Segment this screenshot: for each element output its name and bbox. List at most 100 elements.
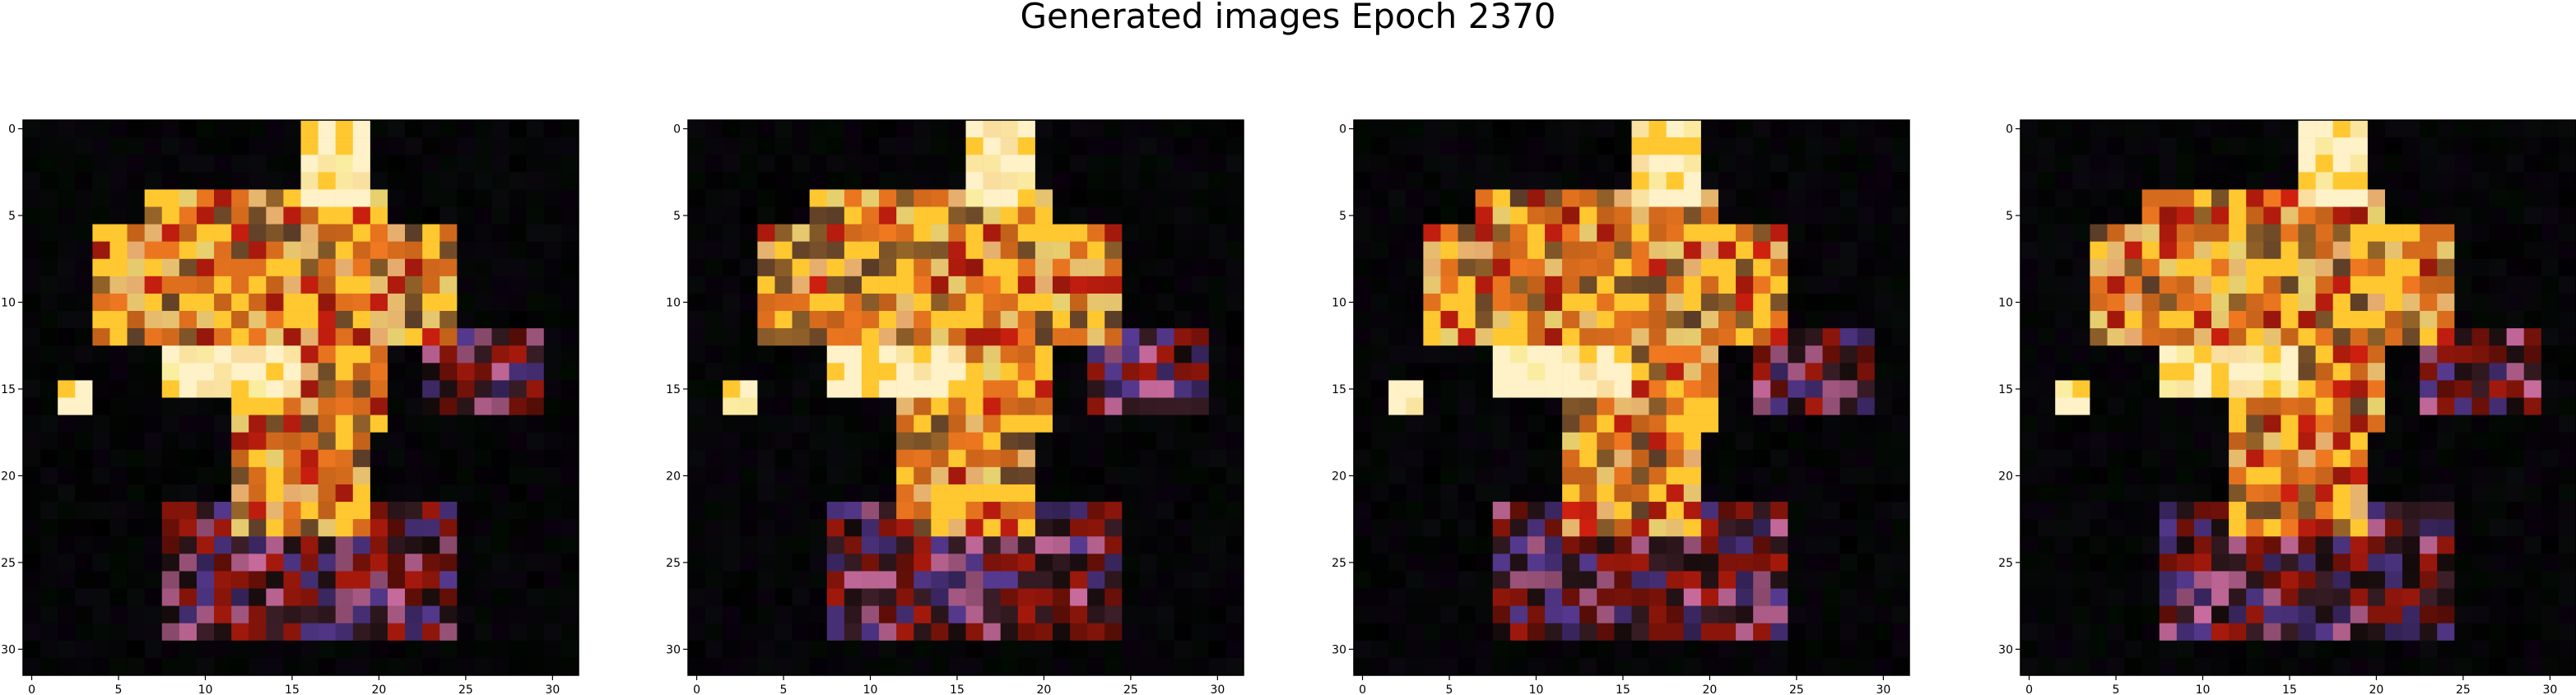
pixel-cell <box>914 311 931 328</box>
pixel-cell <box>249 189 266 206</box>
pixel-cell <box>914 589 931 606</box>
pixel-cell <box>757 467 774 484</box>
pixel-cell <box>1736 120 1753 137</box>
pixel-cell <box>1053 137 1070 155</box>
pixel-cell <box>249 120 266 137</box>
pixel-cell <box>162 467 179 484</box>
pixel-cell <box>1070 519 1087 536</box>
pixel-cell <box>353 172 370 189</box>
pixel-cell <box>966 589 983 606</box>
pixel-cell <box>283 294 300 311</box>
pixel-cell <box>474 484 491 502</box>
pixel-cell <box>197 120 214 137</box>
pixel-cell <box>92 276 109 294</box>
pixel-cell <box>2333 484 2350 502</box>
pixel-cell <box>723 137 740 155</box>
pixel-cell <box>1788 380 1805 397</box>
y-tick-label: 25 <box>1998 557 2013 570</box>
pixel-cell <box>1476 172 1493 189</box>
pixel-cell <box>266 484 283 502</box>
pixel-cell <box>544 623 561 641</box>
pixel-cell <box>1001 641 1018 658</box>
pixel-cell <box>231 571 249 588</box>
pixel-cell <box>353 189 370 206</box>
pixel-cell <box>757 259 774 276</box>
pixel-cell <box>1440 606 1458 623</box>
pixel-cell <box>844 433 862 450</box>
pixel-cell <box>1476 311 1493 328</box>
pixel-cell <box>1579 345 1597 363</box>
pixel-cell <box>723 433 740 450</box>
pixel-cell <box>1718 276 1736 294</box>
pixel-cell <box>1174 363 1192 380</box>
pixel-cell <box>40 502 58 519</box>
pixel-cell <box>162 536 179 554</box>
pixel-cell <box>457 345 474 363</box>
pixel-cell <box>2454 606 2471 623</box>
pixel-cell <box>2160 276 2177 294</box>
pixel-cell <box>2090 571 2107 588</box>
pixel-cell <box>231 155 249 172</box>
pixel-cell <box>914 380 931 397</box>
pixel-cell <box>370 484 388 502</box>
pixel-cell <box>688 450 705 467</box>
pixel-cell <box>353 554 370 571</box>
pixel-cell <box>705 206 723 224</box>
pixel-cell <box>58 589 75 606</box>
pixel-cell <box>1579 155 1597 172</box>
pixel-cell <box>197 276 214 294</box>
pixel-cell <box>757 606 774 623</box>
pixel-cell <box>422 484 439 502</box>
pixel-cell <box>1104 484 1122 502</box>
pixel-cell <box>370 137 388 155</box>
pixel-cell <box>1406 137 1423 155</box>
pixel-cell <box>405 606 422 623</box>
pixel-cell <box>2211 345 2229 363</box>
pixel-cell <box>1805 519 1822 536</box>
pixel-cell <box>2246 137 2263 155</box>
pixel-cell <box>705 502 723 519</box>
pixel-cell <box>1649 311 1667 328</box>
pixel-cell <box>1388 467 1406 484</box>
pixel-cell <box>757 433 774 450</box>
pixel-cell <box>705 467 723 484</box>
pixel-cell <box>1423 623 1440 641</box>
pixel-cell <box>1632 571 1649 588</box>
pixel-cell <box>1614 484 1631 502</box>
pixel-cell <box>2333 137 2350 155</box>
pixel-cell <box>879 242 896 259</box>
pixel-cell <box>2229 276 2246 294</box>
pixel-cell <box>109 345 127 363</box>
pixel-cell <box>1354 259 1371 276</box>
pixel-cell <box>1406 328 1423 345</box>
pixel-cell <box>1157 380 1174 397</box>
pixel-cell <box>1736 641 1753 658</box>
pixel-cell <box>1423 294 1440 311</box>
pixel-cell <box>1858 380 1875 397</box>
pixel-cell <box>688 225 705 242</box>
pixel-cell <box>336 311 353 328</box>
pixel-cell <box>214 225 231 242</box>
pixel-cell <box>1209 519 1226 536</box>
pixel-cell <box>214 155 231 172</box>
pixel-cell <box>2490 294 2507 311</box>
pixel-cell <box>319 206 336 224</box>
pixel-cell <box>2333 172 2350 189</box>
pixel-cell <box>128 311 145 328</box>
pixel-cell <box>1701 206 1718 224</box>
pixel-cell <box>1649 467 1667 484</box>
pixel-cell <box>2471 554 2489 571</box>
pixel-cell <box>283 120 300 137</box>
pixel-cell <box>2454 641 2471 658</box>
pixel-cell <box>283 433 300 450</box>
pixel-cell <box>705 189 723 206</box>
pixel-cell <box>2507 415 2524 433</box>
pixel-cell <box>2125 641 2142 658</box>
pixel-cell <box>266 242 283 259</box>
pixel-cell <box>1875 536 1892 554</box>
pixel-cell <box>2263 606 2281 623</box>
pixel-cell <box>1122 450 1139 467</box>
pixel-cell <box>914 623 931 641</box>
pixel-cell <box>162 242 179 259</box>
pixel-cell <box>810 623 827 641</box>
